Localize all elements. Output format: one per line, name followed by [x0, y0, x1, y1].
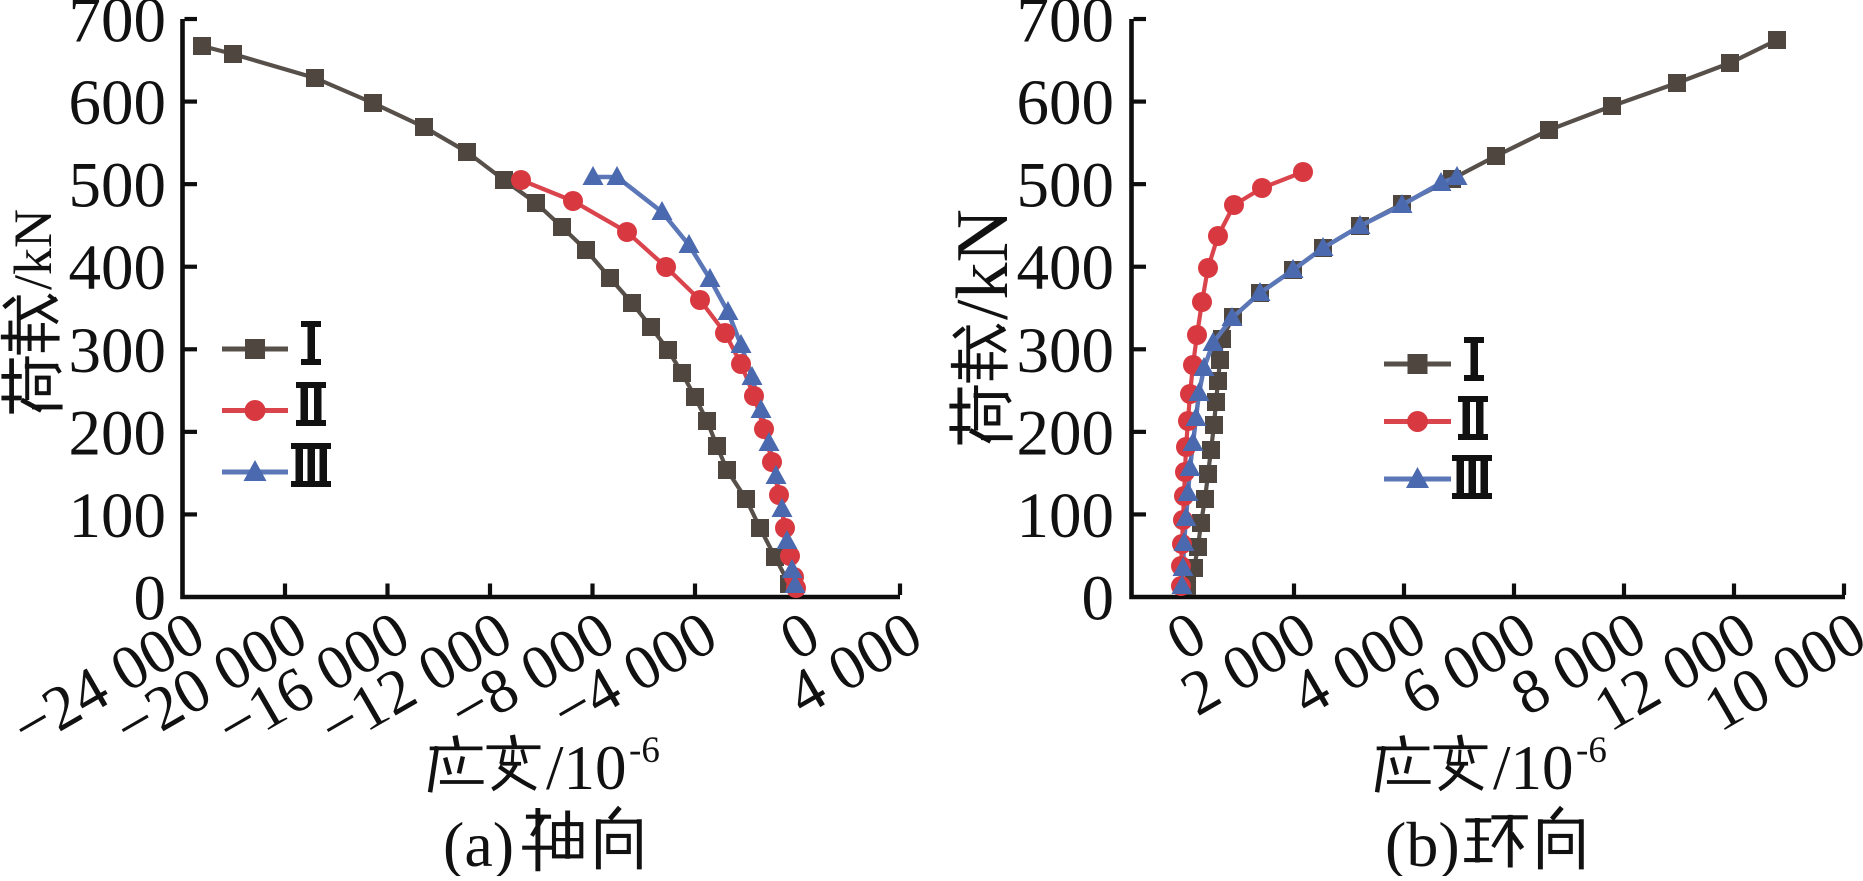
svg-text:0: 0	[134, 563, 167, 635]
svg-text:/kN: /kN	[942, 209, 1024, 320]
svg-text:700: 700	[1017, 0, 1115, 57]
svg-text:500: 500	[1017, 150, 1115, 222]
svg-text:600: 600	[69, 67, 167, 139]
svg-text:/kN: /kN	[3, 209, 63, 290]
svg-text:100: 100	[1017, 480, 1115, 552]
svg-text:200: 200	[1017, 397, 1115, 469]
svg-text:(a): (a)	[443, 809, 514, 876]
svg-text:300: 300	[1017, 315, 1115, 387]
svg-text:0: 0	[1082, 563, 1115, 635]
svg-text:(b): (b)	[1385, 809, 1460, 876]
svg-text:100: 100	[69, 480, 167, 552]
svg-text:/10: /10	[1493, 733, 1574, 803]
svg-text:500: 500	[69, 150, 167, 222]
svg-text:-6: -6	[629, 730, 660, 771]
svg-text:400: 400	[1017, 232, 1115, 304]
svg-text:/10: /10	[546, 733, 627, 803]
svg-text:600: 600	[1017, 67, 1115, 139]
svg-text:300: 300	[69, 315, 167, 387]
svg-text:200: 200	[69, 397, 167, 469]
svg-text:700: 700	[69, 0, 167, 57]
svg-text:400: 400	[69, 232, 167, 304]
svg-text:-6: -6	[1576, 730, 1607, 771]
